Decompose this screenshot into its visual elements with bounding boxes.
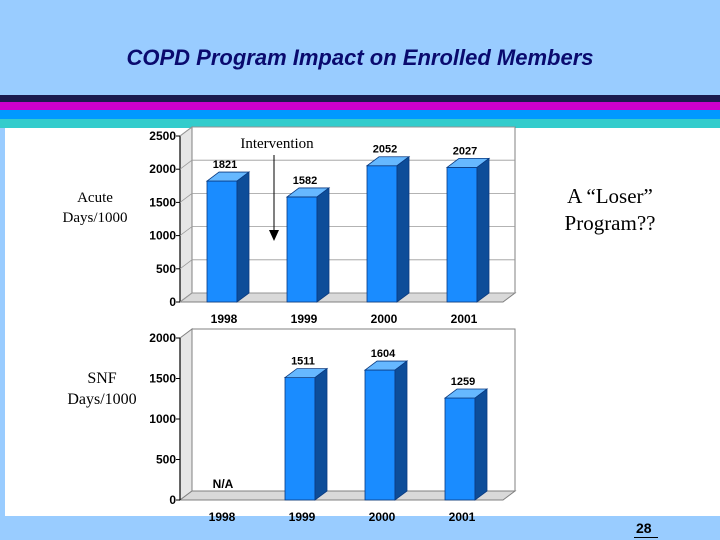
snf-ylabel-line1: SNF [87,370,117,387]
intervention-label: Intervention [240,136,314,152]
acute-bar-1999 [286,196,318,303]
acute-bar-side-2001 [476,157,490,303]
acute-ytick-label: 2000 [149,162,176,176]
snf-bar-side-2000 [394,360,408,501]
snf-ytick-label: 0 [169,493,176,507]
snf-value-label: 1259 [451,376,475,388]
stripe-blue [0,110,720,119]
page-number: 28 [636,520,652,536]
acute-ylabel: Acute Days/1000 [40,188,150,228]
snf-ylabel-line2: Days/1000 [67,391,137,408]
acute-xtick-label: 2001 [451,312,478,326]
bottom-band [0,516,720,540]
stripe-magenta [0,102,720,110]
snf-value-label: N/A [213,477,234,491]
acute-xtick-label: 1999 [291,312,318,326]
snf-xtick-label: 1998 [209,510,236,524]
callout-line1: A “Loser” [567,184,653,208]
snf-ytick-label: 2000 [149,331,176,345]
acute-ytick-label: 0 [169,295,176,309]
snf-xtick-label: 1999 [289,510,316,524]
page-number-underline [634,537,658,538]
acute-ytick-label: 500 [156,262,176,276]
snf-value-label: 1604 [371,348,396,360]
acute-bar-side-1999 [316,187,330,303]
snf-bar-side-1999 [314,367,328,501]
callout-line2: Program?? [564,211,656,235]
acute-ytick-label: 2500 [149,129,176,143]
stripe-navy [0,95,720,102]
stripe-teal [0,119,720,128]
snf-bar-side-2001 [474,388,488,501]
snf-ytick-label: 500 [156,453,176,467]
acute-gridline [179,126,515,137]
acute-value-label: 1582 [293,175,317,187]
snf-value-label: 1511 [291,356,315,368]
snf-side-wall [179,328,193,501]
callout: A “Loser” Program?? [530,183,690,237]
snf-bar-2000 [364,369,396,501]
acute-side-wall [179,126,193,303]
snf-xtick-label: 2001 [449,510,476,524]
left-accent-bar [0,128,5,516]
chart-snf [176,328,517,501]
acute-bar-2001 [446,167,478,303]
snf-ytick-label: 1500 [149,372,176,386]
acute-bar-1998 [206,180,238,303]
acute-value-label: 2052 [373,144,397,156]
snf-ylabel: SNF Days/1000 [47,368,157,410]
acute-xtick-label: 1998 [211,312,238,326]
chart-acute [176,126,517,303]
acute-bar-side-1998 [236,171,250,303]
acute-value-label: 1821 [213,159,237,171]
acute-ylabel-line1: Acute [77,190,113,206]
acute-value-label: 2027 [453,145,477,157]
title-band [0,0,720,95]
snf-bar-2001 [444,397,476,501]
acute-bar-2000 [366,165,398,303]
acute-bar-side-2000 [396,155,410,303]
acute-ytick-label: 1500 [149,195,176,209]
acute-ylabel-line2: Days/1000 [62,210,128,226]
slide-title: COPD Program Impact on Enrolled Members [126,45,594,70]
snf-ytick-label: 1000 [149,412,176,426]
acute-xtick-label: 2000 [371,312,398,326]
acute-ytick-label: 1000 [149,229,176,243]
snf-bar-1999 [284,377,316,501]
snf-xtick-label: 2000 [369,510,396,524]
intervention-arrow-head [269,230,279,241]
